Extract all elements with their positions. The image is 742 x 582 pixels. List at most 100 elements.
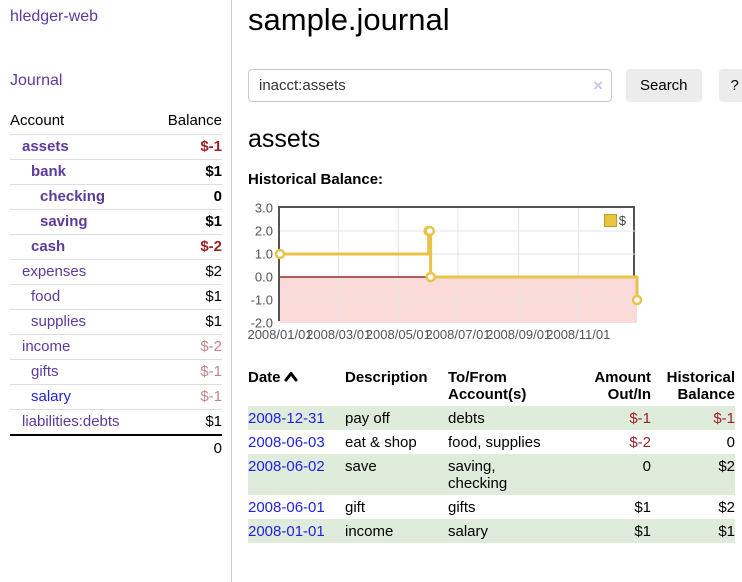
transaction-amount: $-2 — [563, 430, 651, 454]
accounts-col-balance: Balance — [152, 108, 222, 135]
register-col-date[interactable]: Date — [248, 367, 345, 406]
transaction-date-link[interactable]: 2008-01-01 — [248, 523, 325, 540]
search-input[interactable] — [248, 69, 612, 102]
accounts-header-row: Account Balance — [10, 108, 222, 135]
register-row: 2008-01-01incomesalary$1$1 — [248, 519, 735, 543]
main-content: sample.journal × Search ? assets Histori… — [232, 0, 742, 582]
account-link[interactable]: expenses — [22, 263, 86, 280]
y-axis-tick-label: 0.0 — [248, 271, 273, 284]
y-axis-tick-label: -1.0 — [248, 294, 273, 307]
chart-title: Historical Balance: — [248, 171, 742, 188]
register-col-amount: Amount Out/In — [563, 367, 651, 406]
account-link[interactable]: gifts — [31, 363, 59, 380]
account-row: cash $-2 — [10, 235, 222, 260]
account-link[interactable]: cash — [31, 238, 65, 255]
account-balance: $1 — [152, 210, 222, 235]
transaction-description: gift — [345, 495, 448, 519]
account-row: gifts $-1 — [10, 360, 222, 385]
search-form: × Search ? — [248, 69, 742, 102]
account-balance: $-2 — [152, 335, 222, 360]
chart-plot-area: $ — [278, 206, 635, 321]
account-balance: 0 — [152, 185, 222, 210]
account-balance: $1 — [152, 160, 222, 185]
transaction-amount: $1 — [563, 495, 651, 519]
register-col-description: Description — [345, 367, 448, 406]
transaction-description: pay off — [345, 406, 448, 430]
account-link[interactable]: supplies — [31, 313, 86, 330]
transaction-balance: $-1 — [651, 406, 735, 430]
account-row: liabilities:debts $1 — [10, 410, 222, 436]
transaction-accounts: salary — [448, 519, 563, 543]
register-row: 2008-06-03 eat & shopfood, supplies$-20 — [248, 430, 735, 454]
register-col-date-label: Date — [248, 369, 281, 386]
account-link[interactable]: liabilities:debts — [22, 413, 120, 430]
transaction-date-link[interactable]: 2008-06-02 — [248, 458, 325, 475]
account-link[interactable]: bank — [31, 163, 66, 180]
sort-ascending-icon — [284, 371, 298, 382]
transaction-date-link[interactable]: 2008-12-31 — [248, 410, 325, 427]
app: hledger-web Journal Account Balance asse… — [0, 0, 742, 582]
clear-search-icon[interactable]: × — [593, 77, 603, 94]
register-header-row: Date Description To/From Account(s) Amou… — [248, 367, 735, 406]
legend-label: $ — [619, 213, 626, 228]
register-table-body: 2008-12-31pay offdebts$-1$-12008-06-03ea… — [248, 406, 735, 543]
transaction-amount: $-1 — [563, 406, 651, 430]
account-row: checking 0 — [10, 185, 222, 210]
transaction-balance: 0 — [651, 430, 735, 454]
transaction-amount: 0 — [563, 454, 651, 495]
help-button[interactable]: ? — [719, 69, 742, 102]
account-link[interactable]: assets — [22, 138, 69, 155]
register-row: 2008-12-31pay offdebts$-1$-1 — [248, 406, 735, 430]
transaction-description: eat & shop — [345, 430, 448, 454]
account-balance: $-1 — [152, 135, 222, 160]
register-col-balance: Historical Balance — [651, 367, 735, 406]
register-col-accounts: To/From Account(s) — [448, 367, 563, 406]
account-row: assets $-1 — [10, 135, 222, 160]
accounts-table-body: assets$-1bank$1checking0saving$1cash$-2e… — [10, 135, 222, 436]
transaction-date-link[interactable]: 2008-06-03 — [248, 434, 325, 451]
register-row: 2008-06-02savesaving, checking0$2 — [248, 454, 735, 495]
account-row: expenses $2 — [10, 260, 222, 285]
account-balance: $1 — [152, 310, 222, 335]
account-balance: $-1 — [152, 385, 222, 410]
search-field-wrap: × — [248, 69, 612, 102]
account-link[interactable]: food — [31, 288, 60, 305]
account-row: supplies $1 — [10, 310, 222, 335]
x-axis-tick-label: 2008/11/01 — [546, 328, 610, 341]
account-balance: $2 — [152, 260, 222, 285]
transaction-balance: $2 — [651, 454, 735, 495]
account-heading: assets — [248, 125, 742, 154]
account-link[interactable]: saving — [40, 213, 88, 230]
account-row: income $-2 — [10, 335, 222, 360]
chart-canvas — [280, 208, 637, 323]
x-axis-tick-label: 2008/09/01 — [486, 328, 551, 341]
account-link[interactable]: checking — [40, 188, 105, 205]
account-link[interactable]: income — [22, 338, 70, 355]
account-row: food$1 — [10, 285, 222, 310]
transaction-description: income — [345, 519, 448, 543]
accounts-total-value: 0 — [152, 435, 222, 461]
transaction-accounts: saving, checking — [448, 454, 563, 495]
legend-swatch-icon — [604, 214, 617, 227]
y-axis-tick-label: 2.0 — [248, 225, 273, 238]
chart-legend: $ — [604, 213, 626, 228]
balance-chart: $ 3.02.01.00.0-1.0-2.02008/01/012008/03/… — [248, 200, 688, 352]
search-button[interactable]: Search — [626, 69, 702, 102]
transaction-date-link[interactable]: 2008-06-01 — [248, 499, 325, 516]
app-title-link[interactable]: hledger-web — [10, 8, 98, 26]
sidebar-item-journal[interactable]: Journal — [10, 72, 222, 90]
transaction-accounts: gifts — [448, 495, 563, 519]
account-balance: $-1 — [152, 360, 222, 385]
register-table: Date Description To/From Account(s) Amou… — [248, 367, 735, 543]
account-balance: $1 — [152, 410, 222, 436]
account-row: salary $-1 — [10, 385, 222, 410]
page-title: sample.journal — [248, 2, 742, 38]
y-axis-tick-label: 1.0 — [248, 248, 273, 261]
transaction-accounts: food, supplies — [448, 430, 563, 454]
x-axis-tick-label: 2008/03/01 — [306, 328, 371, 341]
account-link[interactable]: salary — [31, 388, 71, 405]
account-balance: $-2 — [152, 235, 222, 260]
accounts-col-account: Account — [10, 108, 152, 135]
x-axis-tick-label: 2008/07/01 — [425, 328, 490, 341]
x-axis-tick-label: 2008/05/01 — [366, 328, 431, 341]
